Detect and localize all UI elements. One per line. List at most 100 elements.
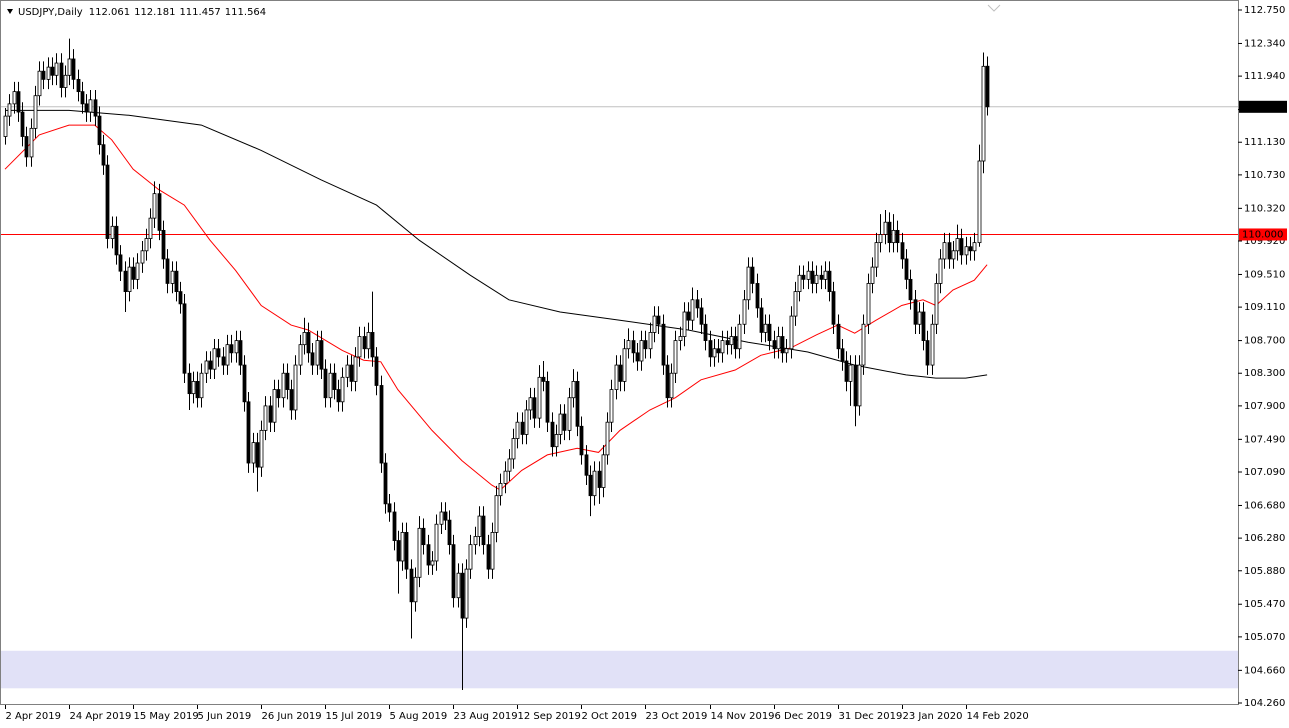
candle-body — [315, 340, 320, 366]
candle-body — [199, 372, 204, 399]
candle-body — [3, 115, 8, 137]
candle-body — [520, 421, 525, 435]
candle-body — [686, 311, 691, 321]
x-tick-label: 2 Apr 2019 — [6, 711, 61, 722]
candle-body — [63, 74, 68, 88]
candle-body — [93, 99, 98, 117]
candle-body — [319, 340, 324, 370]
y-tick-label: 106.680 — [1244, 500, 1285, 511]
x-tick-label: 31 Dec 2019 — [839, 711, 903, 722]
candle-body — [7, 103, 12, 117]
candle-body — [216, 348, 221, 358]
x-tick-label: 6 Dec 2019 — [775, 711, 833, 722]
candle-body — [140, 250, 145, 264]
candle-body — [12, 91, 17, 105]
candle-body — [157, 193, 162, 231]
candle-body — [579, 425, 584, 456]
candle-body — [609, 389, 614, 423]
candle-body — [370, 332, 375, 358]
candle-body — [221, 356, 226, 366]
candle-body — [699, 307, 704, 325]
symbol-title: USDJPY,Daily — [18, 7, 83, 18]
candle-body — [464, 568, 469, 619]
candle-body — [451, 544, 456, 599]
candle-body — [959, 238, 964, 256]
candle-body — [784, 348, 789, 354]
candle-body — [981, 65, 986, 162]
candle-body — [733, 336, 738, 350]
candle-body — [187, 372, 192, 395]
candle-body — [597, 470, 602, 488]
candle-body — [810, 270, 815, 284]
candle-body — [712, 348, 717, 358]
moving-average — [5, 109, 988, 379]
candle-body — [972, 242, 977, 252]
candle-body — [695, 299, 700, 309]
candle-body — [985, 65, 990, 108]
candle-body — [507, 458, 512, 472]
candle-body — [417, 527, 422, 578]
candle-body — [725, 340, 730, 346]
candle-body — [101, 144, 106, 166]
candle-body — [336, 389, 341, 403]
candle-body — [626, 340, 631, 350]
candle-body — [614, 364, 619, 390]
candle-body — [759, 307, 764, 333]
y-tick-label: 112.750 — [1244, 5, 1285, 16]
y-tick-label: 105.470 — [1244, 599, 1285, 610]
candle-body — [575, 380, 580, 427]
candle-body — [767, 323, 772, 341]
candle-body — [900, 242, 905, 260]
y-tick-label: 106.280 — [1244, 533, 1285, 544]
x-tick-label: 14 Nov 2019 — [711, 711, 775, 722]
candle-body — [345, 364, 350, 378]
menu-arrow[interactable] — [7, 9, 13, 14]
candle-body — [605, 421, 610, 456]
candle-body — [340, 376, 345, 403]
candle-body — [114, 225, 119, 256]
candle-body — [170, 270, 175, 284]
candle-body — [293, 364, 298, 411]
candle-body — [878, 234, 883, 244]
candle-body — [409, 568, 414, 603]
candle-body — [673, 340, 678, 374]
candle-body — [550, 421, 555, 448]
candle-body — [904, 258, 909, 280]
candle-body — [238, 340, 243, 366]
candle-body — [88, 99, 93, 113]
x-tick-label: 26 Jun 2019 — [262, 711, 322, 722]
candle-body — [362, 336, 367, 350]
candle-body — [404, 532, 409, 570]
candle-body — [562, 413, 567, 431]
candle-body — [16, 91, 21, 113]
x-tick-label: 5 Jun 2019 — [198, 711, 252, 722]
candle-body — [353, 356, 358, 382]
candle-body — [148, 217, 153, 239]
candle-body — [460, 572, 465, 619]
candle-body — [690, 299, 695, 321]
candle-body — [977, 160, 982, 244]
y-tick-label: 110.320 — [1244, 203, 1285, 214]
candle-body — [152, 193, 157, 219]
candle-body — [349, 364, 354, 382]
candle-body — [874, 242, 879, 268]
candle-body — [648, 332, 653, 350]
candle-body — [584, 454, 589, 476]
candle-body — [643, 340, 648, 350]
candle-body — [37, 70, 42, 97]
y-tick-label: 109.110 — [1244, 302, 1285, 313]
candle-body — [50, 66, 55, 76]
candle-body — [951, 250, 956, 260]
candle-body — [127, 266, 132, 293]
candle-body — [515, 421, 520, 439]
y-tick-label: 105.070 — [1244, 632, 1285, 643]
y-tick-label: 108.300 — [1244, 368, 1285, 379]
candle-body — [434, 523, 439, 562]
candle-body — [866, 283, 871, 325]
candle-body — [259, 429, 264, 468]
candle-body — [703, 323, 708, 341]
x-tick-label: 24 Apr 2019 — [70, 711, 132, 722]
candle-body — [942, 242, 947, 260]
candle-body — [473, 536, 478, 546]
candle-body — [618, 364, 623, 382]
